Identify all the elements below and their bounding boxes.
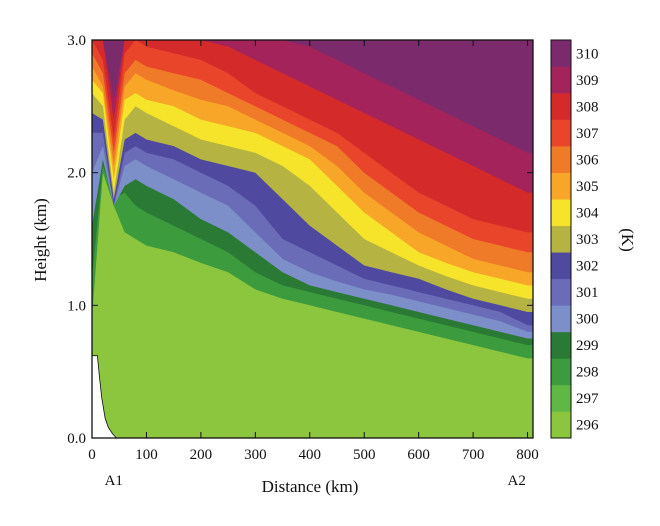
colorbar-frame	[550, 39, 572, 439]
x-tick-label: 200	[190, 447, 213, 463]
colorbar-label: 299	[576, 338, 599, 354]
y-tick-label: 0.0	[67, 431, 86, 447]
colorbar-swatch-309	[551, 66, 571, 94]
colorbar-label: 305	[576, 179, 599, 195]
colorbar-label: 310	[576, 46, 599, 62]
colorbar-swatch-298	[551, 358, 571, 386]
colorbar-label: 307	[576, 126, 599, 142]
y-tick-label: 2.0	[67, 166, 86, 182]
x-tick-label: 600	[407, 447, 430, 463]
y-tick-label: 3.0	[67, 33, 86, 49]
x-tick-labels: 0 100 200 300 400 500 600 700 800	[88, 447, 539, 463]
y-tick-label: 1.0	[67, 298, 86, 314]
endpoint-label-a2: A2	[507, 473, 525, 489]
colorbar-label: 302	[576, 259, 599, 275]
colorbar-swatch-302	[551, 252, 571, 280]
x-tick-label: 0	[88, 447, 96, 463]
colorbar-swatch-297	[551, 384, 571, 412]
endpoint-label-a1: A1	[105, 473, 123, 489]
x-tick-label: 300	[244, 447, 267, 463]
plot-area	[91, 39, 534, 439]
y-tick-labels: 0.0 1.0 2.0 3.0	[67, 33, 86, 447]
colorbar-label: 303	[576, 232, 599, 248]
colorbar-swatch-303	[551, 225, 571, 253]
terrain	[92, 355, 118, 438]
x-tick-label: 700	[462, 447, 485, 463]
isentrope-band-309	[92, 40, 533, 153]
colorbar-swatch-301	[551, 278, 571, 306]
colorbar-label: 301	[576, 285, 599, 301]
x-tick-label: 400	[299, 447, 322, 463]
x-tick-label: 100	[135, 447, 158, 463]
endpoint-labels: A1 A2	[105, 473, 526, 489]
colorbar-swatch-306	[551, 146, 571, 173]
colorbar-swatch-304	[551, 199, 571, 227]
colorbar-label: 304	[576, 205, 599, 221]
colorbar-unit-label: (K)	[618, 228, 637, 252]
plot-frame	[91, 39, 534, 439]
x-tick-label: 800	[516, 447, 539, 463]
colorbar-swatch-310	[551, 40, 571, 67]
colorbar-swatch-296	[551, 411, 571, 439]
colorbar-label: 306	[576, 152, 599, 168]
colorbar-label: 308	[576, 99, 599, 115]
colorbar-swatch-308	[551, 93, 571, 120]
colorbar-swatch-305	[551, 172, 571, 200]
colorbar: 296 297 298 299 300 301 302 303 304 305 306 307 308 3…	[550, 39, 599, 439]
x-axis-title: Distance (km)	[262, 477, 359, 496]
isentrope-bands	[92, 40, 533, 438]
colorbar-swatch-307	[551, 119, 571, 147]
colorbar-swatch-299	[551, 331, 571, 359]
colorbar-label: 309	[576, 73, 599, 89]
y-axis-title: Height (km)	[31, 198, 50, 282]
x-tick-label: 500	[353, 447, 376, 463]
colorbar-label: 298	[576, 365, 599, 381]
colorbar-swatch-300	[551, 305, 571, 333]
colorbar-label: 296	[576, 418, 599, 434]
colorbar-label: 300	[576, 312, 599, 328]
colorbar-label: 297	[576, 391, 599, 407]
